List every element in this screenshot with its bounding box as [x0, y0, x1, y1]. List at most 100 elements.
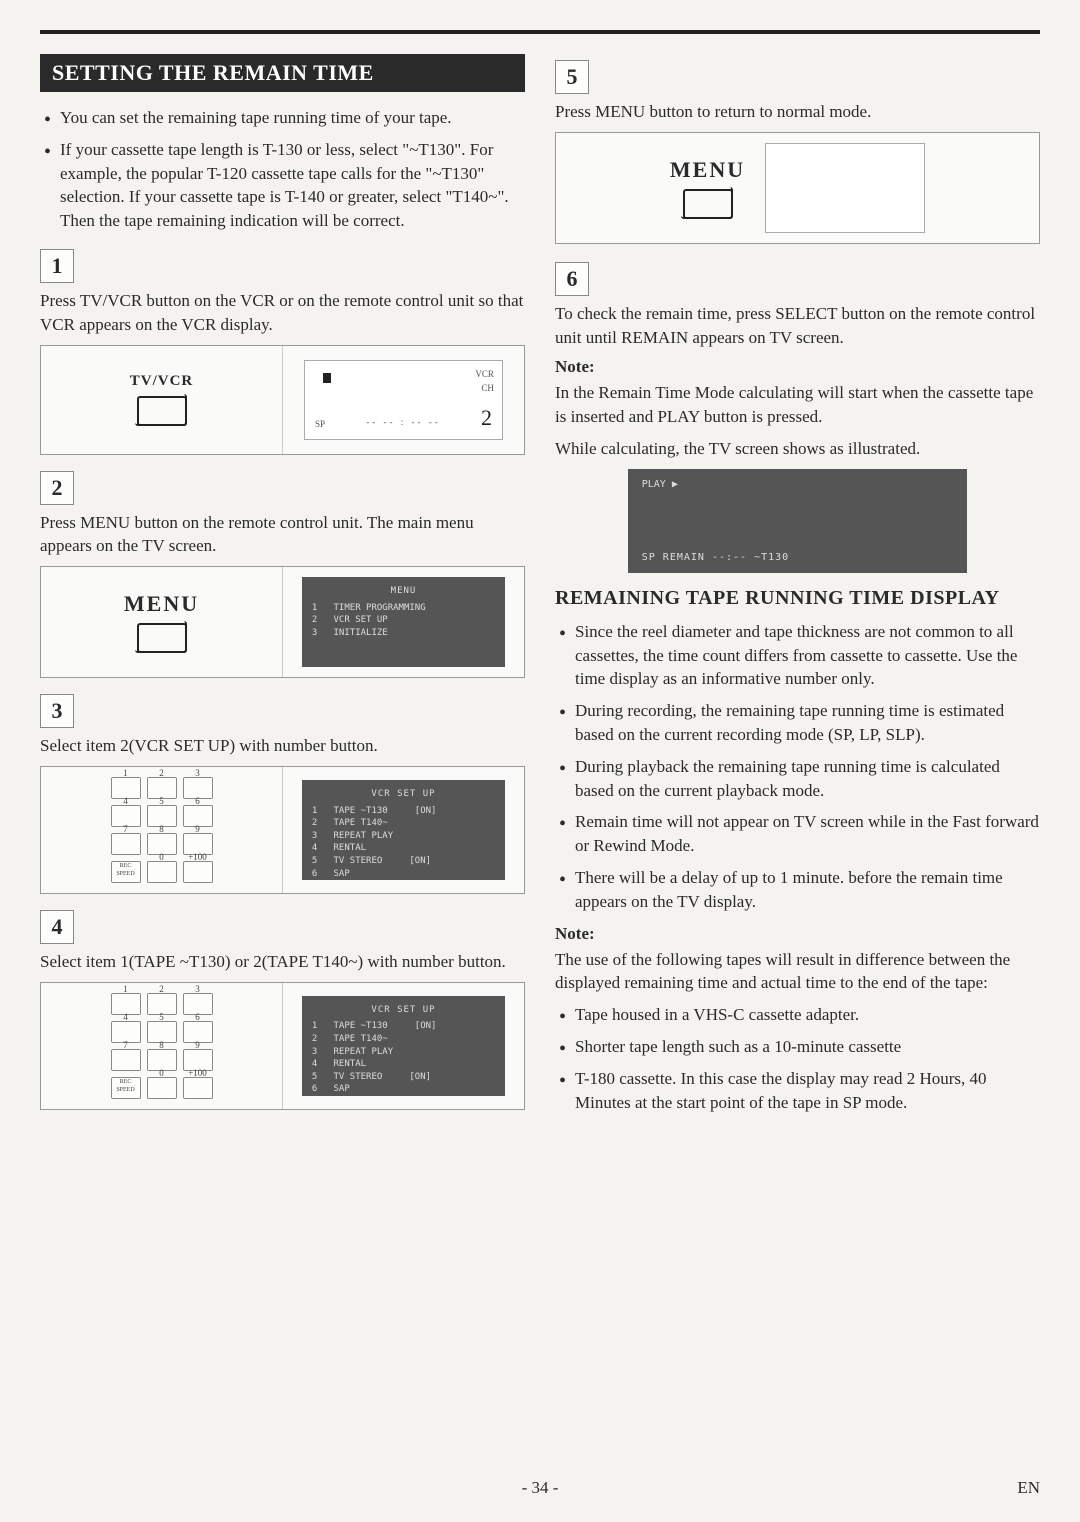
menu-item: 2 VCR SET UP: [312, 614, 495, 627]
menu-item: 6 SAP: [312, 1083, 495, 1096]
illus-remote-half: MENU: [41, 567, 283, 677]
menu-button-icon: [137, 623, 187, 653]
footer-right: EN: [1017, 1478, 1040, 1498]
menu-button-icon: [683, 189, 733, 219]
menu-item: 4 RENTAL: [312, 842, 495, 855]
main-menu-screen: MENU 1 TIMER PROGRAMMING 2 VCR SET UP 3 …: [302, 577, 505, 667]
menu-label: MENU: [124, 591, 199, 617]
menu-header: MENU: [312, 585, 495, 598]
step-number: 6: [555, 262, 589, 296]
step-text: Select item 1(TAPE ~T130) or 2(TAPE T140…: [40, 950, 525, 974]
menu-header: VCR SET UP: [312, 788, 495, 801]
illus-screen-half: VCR SET UP 1 TAPE ~T130 [ON] 2 TAPE T140…: [283, 983, 524, 1109]
step-number: 4: [40, 910, 74, 944]
number-keypad: 1 2 3 4 5 6 7 8 9 REC SPEED 0 +100: [111, 777, 213, 883]
right-column: 5 Press MENU button to return to normal …: [555, 54, 1040, 1124]
display-bullet: There will be a delay of up to 1 minute.…: [555, 866, 1040, 914]
step-number: 2: [40, 471, 74, 505]
vcr-display: VCR CH SP 2 -- -- : -- --: [304, 360, 503, 440]
menu-item: 4 RENTAL: [312, 1058, 495, 1071]
menu-item: 5 TV STEREO [ON]: [312, 1071, 495, 1084]
tvvcr-label: TV/VCR: [130, 373, 194, 390]
menu-item: 3 REPEAT PLAY: [312, 830, 495, 843]
keypad-key-recspeed: REC SPEED: [111, 861, 141, 883]
disp-channel-num: 2: [481, 405, 492, 431]
menu-item: 3 INITIALIZE: [312, 627, 495, 640]
keypad-key: 0: [147, 1077, 177, 1099]
remain-indicator: SP REMAIN --:-- ~T130: [642, 552, 789, 563]
disp-vcr: VCR: [475, 369, 494, 379]
note-label: Note:: [555, 357, 1040, 377]
note-intro: The use of the following tapes will resu…: [555, 948, 1040, 996]
keypad-key: +100: [183, 1077, 213, 1099]
cassette-icon: [323, 373, 331, 383]
page-footer: - 34 - EN: [40, 1478, 1040, 1498]
illustration-1: TV/VCR VCR CH SP 2 -- -- : -- --: [40, 345, 525, 455]
keypad-key: +100: [183, 861, 213, 883]
top-rule: [40, 30, 1040, 34]
note-text: While calculating, the TV screen shows a…: [555, 437, 1040, 461]
intro-bullet: You can set the remaining tape running t…: [40, 106, 525, 130]
play-indicator: PLAY ▶: [642, 479, 678, 490]
display-bullet: Remain time will not appear on TV screen…: [555, 810, 1040, 858]
intro-bullet: If your cassette tape length is T-130 or…: [40, 138, 525, 233]
number-keypad: 1 2 3 4 5 6 7 8 9 REC SPEED 0 +100: [111, 993, 213, 1099]
step-text: To check the remain time, press SELECT b…: [555, 302, 1040, 350]
step-number: 1: [40, 249, 74, 283]
menu-header: VCR SET UP: [312, 1004, 495, 1017]
illus-screen-half: VCR SET UP 1 TAPE ~T130 [ON] 2 TAPE T140…: [283, 767, 524, 893]
menu-item: 6 SAP: [312, 868, 495, 881]
tvvcr-button-icon: [137, 396, 187, 426]
display-bullets: Since the reel diameter and tape thickne…: [555, 620, 1040, 914]
step-text: Press TV/VCR button on the VCR or on the…: [40, 289, 525, 337]
illus-keypad-half: 1 2 3 4 5 6 7 8 9 REC SPEED 0 +100: [41, 767, 283, 893]
note-text: In the Remain Time Mode calculating will…: [555, 381, 1040, 429]
illus-remote-half: TV/VCR: [41, 346, 283, 454]
section-title: SETTING THE REMAIN TIME: [40, 54, 525, 92]
step-text: Press MENU button to return to normal mo…: [555, 100, 1040, 124]
illustration-3: 1 2 3 4 5 6 7 8 9 REC SPEED 0 +100 VCR S…: [40, 766, 525, 894]
page-number: - 34 -: [522, 1478, 559, 1498]
play-screen: PLAY ▶ SP REMAIN --:-- ~T130: [628, 469, 968, 573]
menu-label: MENU: [670, 157, 745, 183]
note-label: Note:: [555, 924, 1040, 944]
keypad-key-recspeed: REC SPEED: [111, 1077, 141, 1099]
menu-item: 2 TAPE T140~: [312, 817, 495, 830]
keypad-key: 0: [147, 861, 177, 883]
note-bullet: T-180 cassette. In this case the display…: [555, 1067, 1040, 1115]
step-text: Press MENU button on the remote control …: [40, 511, 525, 559]
note-bullets: Tape housed in a VHS-C cassette adapter.…: [555, 1003, 1040, 1114]
illustration-5: MENU: [555, 132, 1040, 244]
menu-item: 3 REPEAT PLAY: [312, 1046, 495, 1059]
display-bullet: Since the reel diameter and tape thickne…: [555, 620, 1040, 691]
disp-sp: SP: [315, 419, 325, 429]
menu-item: 1 TAPE ~T130 [ON]: [312, 1020, 495, 1033]
illustration-4: 1 2 3 4 5 6 7 8 9 REC SPEED 0 +100 VCR S…: [40, 982, 525, 1110]
step-number: 3: [40, 694, 74, 728]
menu-item: 2 TAPE T140~: [312, 1033, 495, 1046]
blank-tv-screen: [765, 143, 925, 233]
display-bullet: During playback the remaining tape runni…: [555, 755, 1040, 803]
illus-display-half: VCR CH SP 2 -- -- : -- --: [283, 346, 524, 454]
menu-item: 1 TAPE ~T130 [ON]: [312, 805, 495, 818]
disp-ch: CH: [481, 383, 494, 393]
illus-keypad-half: 1 2 3 4 5 6 7 8 9 REC SPEED 0 +100: [41, 983, 283, 1109]
step-number: 5: [555, 60, 589, 94]
page-columns: SETTING THE REMAIN TIME You can set the …: [40, 54, 1040, 1124]
disp-time-dashes: -- -- : -- --: [366, 417, 440, 427]
display-bullet: During recording, the remaining tape run…: [555, 699, 1040, 747]
vcr-setup-screen: VCR SET UP 1 TAPE ~T130 [ON] 2 TAPE T140…: [302, 996, 505, 1096]
left-column: SETTING THE REMAIN TIME You can set the …: [40, 54, 525, 1124]
menu-item: 1 TIMER PROGRAMMING: [312, 602, 495, 615]
illustration-2: MENU MENU 1 TIMER PROGRAMMING 2 VCR SET …: [40, 566, 525, 678]
step-text: Select item 2(VCR SET UP) with number bu…: [40, 734, 525, 758]
intro-bullets: You can set the remaining tape running t…: [40, 106, 525, 233]
note-bullet: Tape housed in a VHS-C cassette adapter.: [555, 1003, 1040, 1027]
vcr-setup-screen: VCR SET UP 1 TAPE ~T130 [ON] 2 TAPE T140…: [302, 780, 505, 880]
illus-screen-half: MENU 1 TIMER PROGRAMMING 2 VCR SET UP 3 …: [283, 567, 524, 677]
note-bullet: Shorter tape length such as a 10-minute …: [555, 1035, 1040, 1059]
keypad-key: 7: [111, 833, 141, 855]
menu-item: 5 TV STEREO [ON]: [312, 855, 495, 868]
keypad-key: 7: [111, 1049, 141, 1071]
section-subtitle: REMAINING TAPE RUNNING TIME DISPLAY: [555, 587, 1040, 610]
